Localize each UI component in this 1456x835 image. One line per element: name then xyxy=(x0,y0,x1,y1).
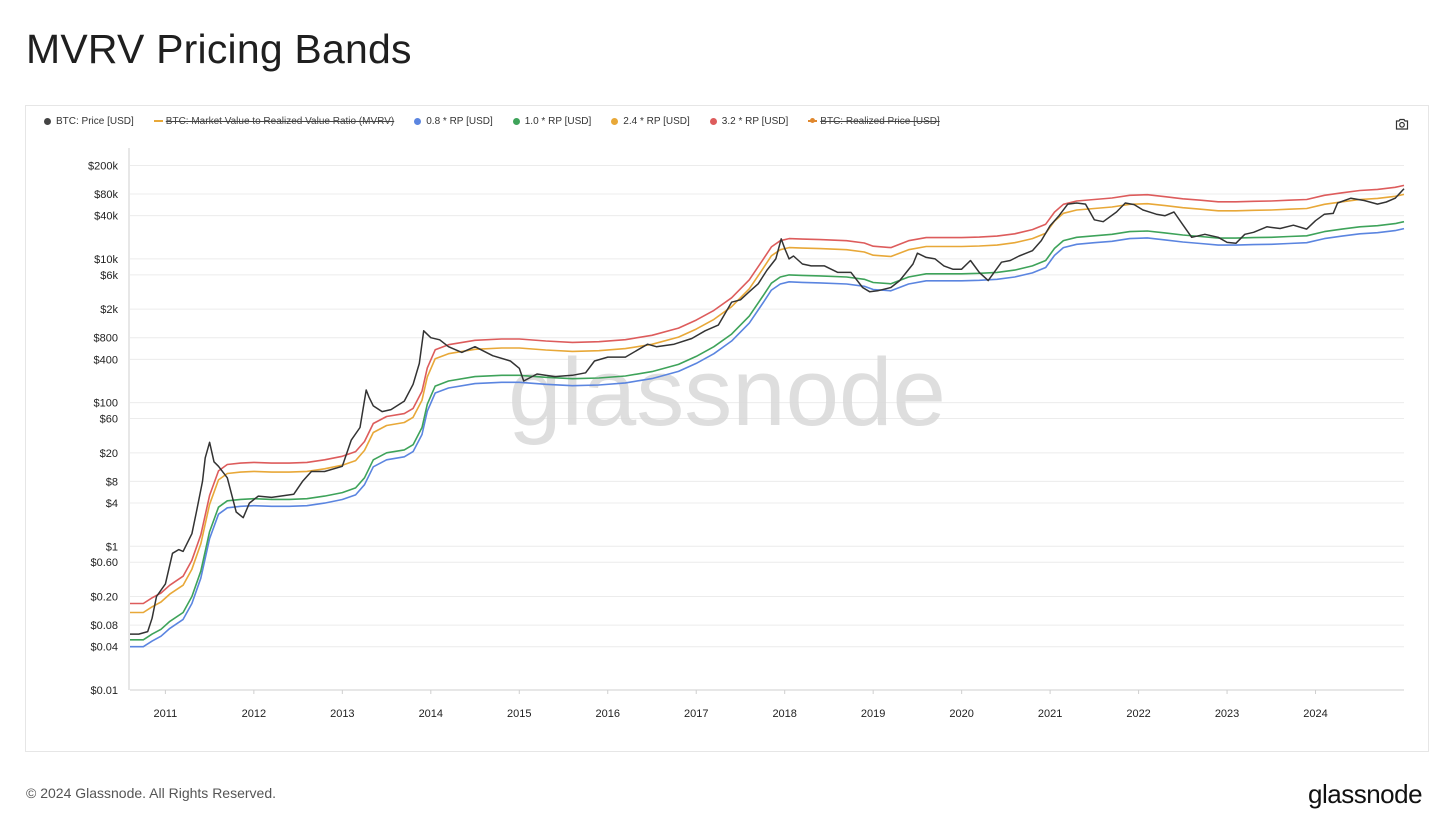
y-tick-label: $800 xyxy=(94,333,118,345)
y-tick-label: $0.04 xyxy=(90,642,118,654)
x-tick-label: 2014 xyxy=(419,708,443,720)
x-tick-label: 2017 xyxy=(684,708,708,720)
y-tick-label: $80k xyxy=(94,189,118,201)
y-tick-label: $0.20 xyxy=(90,592,118,604)
series-3.2-rp-line xyxy=(130,184,1405,605)
y-tick-label: $60 xyxy=(100,414,118,426)
x-tick-label: 2022 xyxy=(1126,708,1150,720)
legend-swatch xyxy=(512,117,520,125)
y-tick-label: $1 xyxy=(106,541,118,553)
legend-swatch xyxy=(44,117,51,125)
x-tick-label: 2023 xyxy=(1215,708,1239,720)
grid-lines xyxy=(130,164,1404,691)
chart-frame xyxy=(25,105,1429,752)
legend-label: 0.8 * RP [USD] xyxy=(426,115,493,127)
legend-label: 1.0 * RP [USD] xyxy=(524,115,592,127)
y-tick-label: $200k xyxy=(88,160,118,172)
x-tick-label: 2011 xyxy=(154,708,178,720)
copyright-text: © 2024 Glassnode. All Rights Reserved. xyxy=(26,785,277,801)
legend-swatch xyxy=(414,117,422,125)
series-btc-price-line xyxy=(130,188,1405,635)
series-2.4-rp-line xyxy=(130,193,1405,614)
series-0.8-rp-line xyxy=(130,227,1405,648)
y-tick-label: $0.08 xyxy=(90,620,118,632)
legend-item-btc-price[interactable]: BTC: Price [USD] xyxy=(44,116,134,127)
x-tick-label: 2019 xyxy=(861,708,885,720)
y-tick-label: $4 xyxy=(106,498,118,510)
legend-item-1.0-rp[interactable]: 1.0 * RP [USD] xyxy=(512,115,592,127)
y-tick-label: $2k xyxy=(100,304,118,316)
y-tick-label: $8 xyxy=(106,476,118,488)
legend-label: 2.4 * RP [USD] xyxy=(623,115,690,127)
brand-logo[interactable]: glassnode xyxy=(1308,779,1423,809)
legend-label: BTC: Price [USD] xyxy=(56,115,134,127)
y-tick-label: $0.01 xyxy=(90,685,118,697)
legend-swatch xyxy=(611,117,619,125)
x-tick-label: 2020 xyxy=(949,708,973,720)
y-tick-label: $100 xyxy=(94,398,118,410)
legend-item-realized-price[interactable]: BTC: Realized Price [USD] xyxy=(808,115,940,127)
series-1.0-rp-line xyxy=(130,220,1405,641)
legend-label: 3.2 * RP [USD] xyxy=(721,115,789,127)
x-tick-label: 2024 xyxy=(1303,708,1327,720)
y-tick-label: $6k xyxy=(100,270,118,282)
legend-item-2.4-rp[interactable]: 2.4 * RP [USD] xyxy=(611,116,690,127)
legend-item-0.8-rp[interactable]: 0.8 * RP [USD] xyxy=(414,116,493,127)
y-tick-label: $40k xyxy=(94,211,118,223)
camera-icon[interactable] xyxy=(1395,118,1409,130)
legend-label: BTC: Realized Price [USD] xyxy=(820,115,940,127)
legend-swatch xyxy=(153,120,163,122)
x-tick-label: 2015 xyxy=(507,708,531,720)
chart-legend: BTC: Price [USD] BTC: Market Value to Re… xyxy=(44,114,960,128)
x-tick-label: 2018 xyxy=(772,708,796,720)
y-tick-label: $0.60 xyxy=(90,557,118,569)
x-tick-label: 2016 xyxy=(596,708,620,720)
legend-swatch xyxy=(808,118,818,123)
page-title: MVRV Pricing Bands xyxy=(26,26,412,72)
y-tick-label: $10k xyxy=(94,254,118,266)
y-tick-label: $20 xyxy=(100,448,118,460)
x-tick-label: 2012 xyxy=(242,708,266,720)
legend-label: BTC: Market Value to Realized Value Rati… xyxy=(165,115,395,127)
legend-swatch xyxy=(709,117,717,125)
legend-item-mvrv[interactable]: BTC: Market Value to Realized Value Rati… xyxy=(153,115,395,127)
x-tick-label: 2021 xyxy=(1038,708,1062,720)
x-tick-label: 2013 xyxy=(330,708,354,720)
y-tick-label: $400 xyxy=(94,354,118,366)
watermark: glassnode xyxy=(508,339,946,446)
legend-item-3.2-rp[interactable]: 3.2 * RP [USD] xyxy=(709,115,789,127)
